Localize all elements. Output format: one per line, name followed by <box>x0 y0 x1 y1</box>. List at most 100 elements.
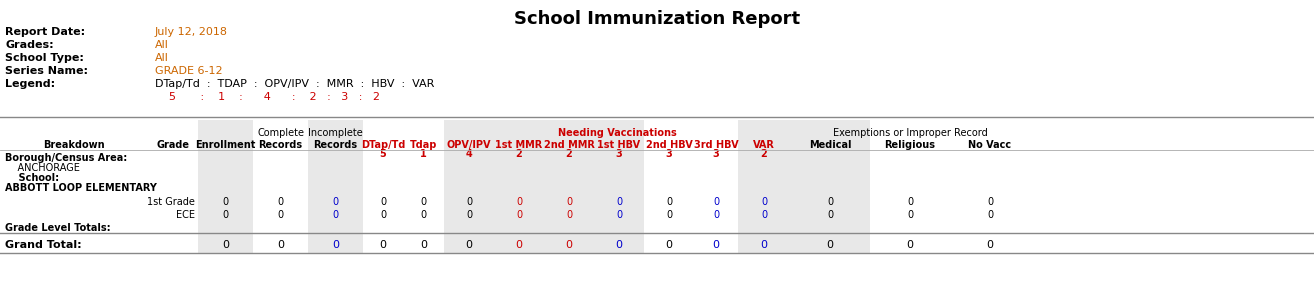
Text: 0: 0 <box>465 240 473 250</box>
Text: 1: 1 <box>420 149 427 159</box>
Text: Grand Total:: Grand Total: <box>5 240 81 250</box>
Bar <box>790 120 870 253</box>
Text: GRADE 6-12: GRADE 6-12 <box>155 66 222 76</box>
Text: 0: 0 <box>222 210 229 220</box>
Text: 2nd HBV: 2nd HBV <box>645 140 692 150</box>
Text: 0: 0 <box>714 197 719 207</box>
Text: 0: 0 <box>761 240 767 250</box>
Text: School Immunization Report: School Immunization Report <box>514 10 800 28</box>
Text: DTap/Td: DTap/Td <box>361 140 405 150</box>
Text: 0: 0 <box>615 240 623 250</box>
Text: No Vacc: No Vacc <box>968 140 1012 150</box>
Bar <box>594 120 644 253</box>
Text: VAR: VAR <box>753 140 775 150</box>
Text: 0: 0 <box>466 197 472 207</box>
Text: School:: School: <box>5 173 59 183</box>
Text: 0: 0 <box>666 210 671 220</box>
Text: 0: 0 <box>332 197 339 207</box>
Text: School Type:: School Type: <box>5 53 84 63</box>
Text: Legend:: Legend: <box>5 79 55 89</box>
Text: 2: 2 <box>761 149 767 159</box>
Text: OPV/IPV: OPV/IPV <box>447 140 491 150</box>
Bar <box>738 120 790 253</box>
Text: 0: 0 <box>827 240 833 250</box>
Text: 3: 3 <box>666 149 673 159</box>
Text: 0: 0 <box>616 197 622 207</box>
Text: 0: 0 <box>987 240 993 250</box>
Text: 5: 5 <box>380 149 386 159</box>
Text: 0: 0 <box>907 197 913 207</box>
Text: 0: 0 <box>566 210 572 220</box>
Text: 0: 0 <box>277 197 284 207</box>
Text: Complete: Complete <box>258 128 304 138</box>
Text: Records: Records <box>314 140 357 150</box>
Text: 0: 0 <box>420 210 427 220</box>
Text: 0: 0 <box>987 210 993 220</box>
Text: 0: 0 <box>516 197 522 207</box>
Text: Grade: Grade <box>156 140 189 150</box>
Text: 0: 0 <box>277 240 284 250</box>
Text: 0: 0 <box>566 197 572 207</box>
Text: Borough/Census Area:: Borough/Census Area: <box>5 153 127 163</box>
Text: Series Name:: Series Name: <box>5 66 88 76</box>
Text: 0: 0 <box>907 240 913 250</box>
Text: All: All <box>155 53 170 63</box>
Text: 4: 4 <box>465 149 472 159</box>
Text: 0: 0 <box>616 210 622 220</box>
Text: Religious: Religious <box>884 140 936 150</box>
Text: 1st Grade: 1st Grade <box>147 197 194 207</box>
Bar <box>494 120 544 253</box>
Text: 2: 2 <box>515 149 523 159</box>
Text: Tdap: Tdap <box>410 140 438 150</box>
Text: 0: 0 <box>565 240 573 250</box>
Text: 2nd MMR: 2nd MMR <box>544 140 594 150</box>
Text: 0: 0 <box>712 240 720 250</box>
Text: 0: 0 <box>515 240 523 250</box>
Text: 0: 0 <box>277 210 284 220</box>
Text: 0: 0 <box>665 240 673 250</box>
Text: 0: 0 <box>516 210 522 220</box>
Text: 0: 0 <box>827 197 833 207</box>
Text: Grade Level Totals:: Grade Level Totals: <box>5 223 110 233</box>
Text: All: All <box>155 40 170 50</box>
Text: 5       :    1    :      4      :    2   :   3   :   2: 5 : 1 : 4 : 2 : 3 : 2 <box>155 92 380 102</box>
Text: Medical: Medical <box>808 140 851 150</box>
Text: 3rd HBV: 3rd HBV <box>694 140 738 150</box>
Bar <box>544 120 594 253</box>
Text: Needing Vaccinations: Needing Vaccinations <box>557 128 677 138</box>
Text: 0: 0 <box>332 240 339 250</box>
Text: Breakdown: Breakdown <box>43 140 105 150</box>
Text: Records: Records <box>259 140 302 150</box>
Text: Exemptions or Improper Record: Exemptions or Improper Record <box>833 128 987 138</box>
Text: 0: 0 <box>420 240 427 250</box>
Text: 0: 0 <box>827 210 833 220</box>
Text: ECE: ECE <box>176 210 194 220</box>
Bar <box>444 120 494 253</box>
Text: DTap/Td  :  TDAP  :  OPV/IPV  :  MMR  :  HBV  :  VAR: DTap/Td : TDAP : OPV/IPV : MMR : HBV : V… <box>155 79 435 89</box>
Text: 1st MMR: 1st MMR <box>495 140 543 150</box>
Bar <box>307 120 363 253</box>
Text: 0: 0 <box>380 210 386 220</box>
Text: 0: 0 <box>761 210 767 220</box>
Text: 0: 0 <box>987 197 993 207</box>
Text: 1st HBV: 1st HBV <box>598 140 640 150</box>
Text: 2: 2 <box>565 149 573 159</box>
Text: 0: 0 <box>380 197 386 207</box>
Text: 0: 0 <box>466 210 472 220</box>
Text: 0: 0 <box>666 197 671 207</box>
Text: 0: 0 <box>222 240 229 250</box>
Text: 0: 0 <box>420 197 427 207</box>
Text: July 12, 2018: July 12, 2018 <box>155 27 229 37</box>
Text: ABBOTT LOOP ELEMENTARY: ABBOTT LOOP ELEMENTARY <box>5 183 156 193</box>
Text: 0: 0 <box>761 197 767 207</box>
Text: 0: 0 <box>380 240 386 250</box>
Text: Grades:: Grades: <box>5 40 54 50</box>
Text: 3: 3 <box>712 149 719 159</box>
Text: 0: 0 <box>714 210 719 220</box>
Text: ANCHORAGE: ANCHORAGE <box>5 163 80 173</box>
Text: 0: 0 <box>907 210 913 220</box>
Text: Incomplete: Incomplete <box>307 128 363 138</box>
Text: 3: 3 <box>616 149 623 159</box>
Text: 0: 0 <box>222 197 229 207</box>
Text: 0: 0 <box>332 210 339 220</box>
